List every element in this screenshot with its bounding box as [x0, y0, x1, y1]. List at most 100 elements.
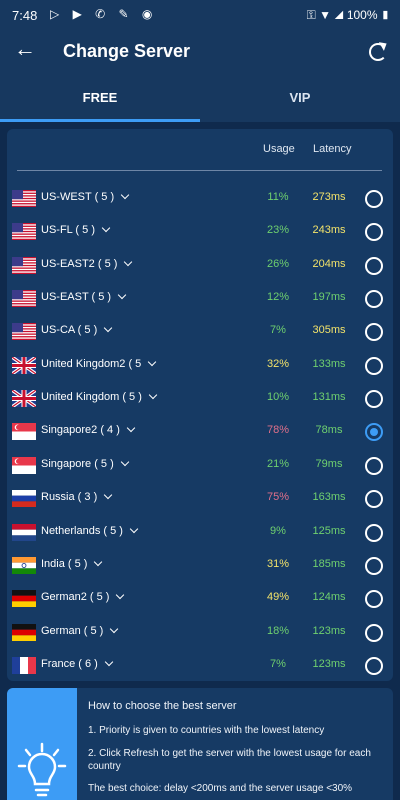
status-time: 7:48 — [12, 8, 38, 23]
tips-item-2: 2. Click Refresh to get the server with … — [88, 748, 371, 772]
server-row[interactable]: India ( 5 ) 31% 185ms — [7, 549, 393, 582]
server-row[interactable]: US-CA ( 5 ) 7% 305ms — [7, 315, 393, 348]
tips-title: How to choose the best server — [88, 700, 237, 712]
server-radio[interactable] — [365, 290, 383, 309]
chevron-down-icon[interactable] — [126, 424, 136, 433]
server-name[interactable]: US-FL ( 5 ) — [41, 224, 111, 236]
chevron-down-icon[interactable] — [101, 224, 111, 233]
server-latency: 133ms — [312, 357, 346, 370]
chevron-down-icon[interactable] — [129, 524, 139, 533]
server-name[interactable]: United Kingdom ( 5 ) — [41, 390, 158, 403]
server-radio[interactable] — [365, 456, 383, 475]
server-name[interactable]: France ( 6 ) — [41, 657, 114, 670]
key-icon: ⚿ — [306, 8, 316, 22]
tab-indicator — [0, 119, 200, 122]
server-latency: 78ms — [315, 424, 343, 437]
server-radio[interactable] — [365, 623, 383, 642]
server-radio[interactable] — [365, 656, 383, 675]
server-row[interactable]: US-EAST ( 5 ) 12% 197ms — [7, 282, 393, 315]
server-row[interactable]: German ( 5 ) 18% 123ms — [7, 616, 393, 649]
server-name[interactable]: German ( 5 ) — [41, 624, 119, 637]
refresh-icon[interactable] — [369, 43, 387, 61]
server-latency: 131ms — [312, 391, 346, 404]
server-row[interactable]: Russia ( 3 ) 75% 163ms — [7, 482, 393, 515]
server-radio[interactable] — [365, 323, 383, 342]
server-radio[interactable] — [365, 390, 383, 409]
tab-bar: FREE VIP — [0, 74, 400, 122]
chevron-down-icon[interactable] — [104, 490, 113, 500]
server-latency: 163ms — [312, 491, 346, 504]
server-row[interactable]: France ( 6 ) 7% 123ms — [7, 649, 393, 682]
battery-percent: 100% — [346, 8, 378, 22]
server-latency: 204ms — [312, 257, 346, 270]
server-latency: 125ms — [312, 524, 346, 537]
chevron-down-icon[interactable] — [148, 357, 157, 366]
server-name[interactable]: US-CA ( 5 ) — [41, 324, 113, 336]
chevron-down-icon[interactable] — [110, 624, 119, 633]
server-row[interactable]: Netherlands ( 5 ) 9% 125ms — [7, 516, 393, 549]
server-usage: 10% — [266, 391, 290, 404]
server-radio[interactable] — [365, 556, 383, 575]
chevron-down-icon[interactable] — [124, 257, 133, 266]
server-radio[interactable] — [365, 590, 383, 609]
lightbulb-icon — [17, 742, 67, 797]
server-row[interactable]: United Kingdom2 ( 5 32% 133ms — [7, 349, 393, 382]
chevron-down-icon[interactable] — [103, 324, 113, 333]
server-name[interactable]: US-EAST ( 5 ) — [41, 290, 127, 303]
server-name[interactable]: Netherlands ( 5 ) — [41, 524, 139, 537]
tips-icon-box — [7, 688, 77, 800]
server-row[interactable]: United Kingdom ( 5 ) 10% 131ms — [7, 382, 393, 415]
flag-us-icon — [12, 190, 36, 207]
chevron-down-icon[interactable] — [120, 457, 130, 467]
chevron-down-icon[interactable] — [104, 657, 114, 667]
server-radio[interactable] — [365, 223, 383, 242]
server-latency: 124ms — [312, 591, 346, 604]
tips-panel: How to choose the best server 1. Priorit… — [7, 688, 393, 800]
server-name[interactable]: Singapore2 ( 4 ) — [41, 424, 136, 436]
server-usage: 26% — [266, 257, 290, 270]
server-radio[interactable] — [365, 523, 383, 542]
server-name[interactable]: United Kingdom2 ( 5 — [41, 357, 157, 370]
server-name[interactable]: German2 ( 5 ) — [41, 590, 125, 603]
server-latency: 123ms — [312, 624, 346, 637]
arrow-left-icon[interactable]: ← — [14, 36, 36, 61]
notification-icons: ▷ ▶ ✆ ✎ ◉ — [50, 7, 158, 21]
server-radio[interactable] — [365, 256, 383, 275]
server-row[interactable]: US-FL ( 5 ) 23% 243ms — [7, 215, 393, 248]
server-radio[interactable] — [365, 423, 383, 442]
server-name[interactable]: US-WEST ( 5 ) — [41, 190, 130, 203]
server-usage: 31% — [266, 557, 290, 570]
chevron-down-icon[interactable] — [120, 190, 130, 200]
server-radio[interactable] — [365, 190, 383, 208]
server-name[interactable]: Singapore ( 5 ) — [41, 457, 130, 470]
server-latency: 123ms — [312, 657, 346, 670]
server-radio[interactable] — [365, 356, 383, 375]
server-name[interactable]: India ( 5 ) — [41, 557, 103, 570]
tab-vip[interactable]: VIP — [289, 90, 311, 105]
chevron-down-icon[interactable] — [117, 290, 127, 300]
server-row[interactable]: US-EAST2 ( 5 ) 26% 204ms — [7, 249, 393, 282]
server-usage: 7% — [270, 657, 286, 670]
flag-sg-icon — [12, 423, 36, 441]
server-row[interactable]: US-WEST ( 5 ) 11% 273ms — [7, 182, 393, 215]
tab-free[interactable]: FREE — [82, 90, 118, 105]
server-radio[interactable] — [365, 490, 383, 509]
page-title: Change Server — [63, 41, 191, 61]
chevron-down-icon[interactable] — [94, 557, 103, 567]
server-name[interactable]: Russia ( 3 ) — [41, 490, 113, 503]
flag-us-icon — [12, 223, 36, 241]
server-name[interactable]: US-EAST2 ( 5 ) — [41, 257, 133, 270]
chevron-down-icon[interactable] — [116, 590, 125, 600]
server-usage: 7% — [270, 324, 286, 337]
server-row[interactable]: Singapore2 ( 4 ) 78% 78ms — [7, 415, 393, 448]
server-latency: 243ms — [312, 224, 346, 237]
status-bar: 7:48 ▷ ▶ ✆ ✎ ◉ ⚿ ▼ ◢ 100% ▮ — [0, 0, 400, 30]
battery-icon: ▮ — [380, 8, 390, 22]
server-row[interactable]: Singapore ( 5 ) 21% 79ms — [7, 449, 393, 482]
chevron-down-icon[interactable] — [148, 390, 158, 400]
server-row[interactable]: German2 ( 5 ) 49% 124ms — [7, 582, 393, 615]
server-usage: 21% — [266, 457, 290, 470]
server-usage: 78% — [266, 424, 290, 437]
server-usage: 12% — [266, 291, 290, 304]
flag-nl-icon — [12, 523, 36, 541]
